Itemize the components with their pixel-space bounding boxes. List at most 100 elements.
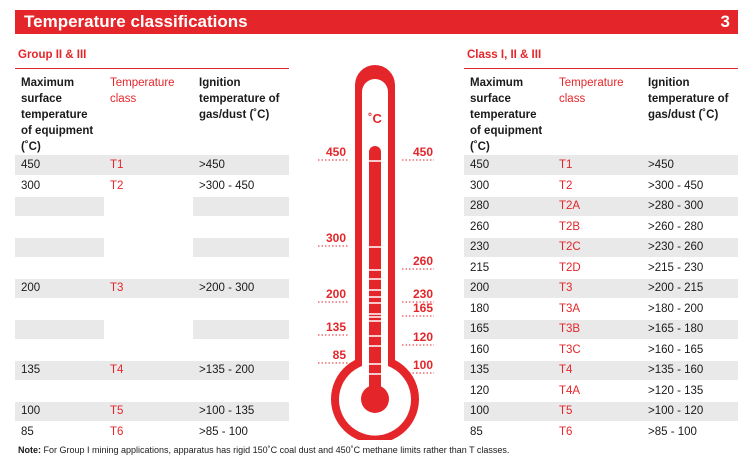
left-temp-class-cell: T6 [104,421,193,443]
left-temp-class-cell [104,257,193,279]
left-temp-class-cell: T5 [104,401,193,422]
left-max-temp-cell [15,319,104,340]
left-temp-class-cell: T1 [104,155,193,176]
right-temp-class-cell: T2B [553,216,642,238]
right-table-row: 100 T5 >100 - 120 [464,401,738,422]
left-ignition-cell [193,298,289,320]
thermometer-right-label: 450 [413,145,433,159]
left-temp-class-cell: T2 [104,175,193,197]
right-table-row: 180 T3A >180 - 200 [464,298,738,320]
right-ignition-cell: >135 - 160 [642,360,738,381]
left-max-temp-cell [15,298,104,320]
left-temp-class-cell: T4 [104,360,193,381]
right-ignition-cell: >450 [642,155,738,176]
left-header-row: Maximum surface temperature of equipment… [15,69,289,155]
thermometer-right-label: 120 [413,330,433,344]
right-ignition-cell: >100 - 120 [642,401,738,422]
left-temp-class-cell [104,339,193,361]
left-table-row [15,319,289,340]
left-table-row: 135 T4 >135 - 200 [15,360,289,381]
right-table-row: 280 T2A >280 - 300 [464,196,738,217]
right-table-row: 300 T2 >300 - 450 [464,175,738,197]
left-max-temp-cell [15,380,104,402]
right-ignition-cell: >180 - 200 [642,298,738,320]
right-max-temp-cell: 120 [464,380,553,402]
right-temp-class-cell: T3 [553,278,642,299]
left-table-row [15,237,289,258]
right-ignition-cell: >120 - 135 [642,380,738,402]
footnote-text: For Group I mining applications, apparat… [41,445,510,455]
right-table-row: 135 T4 >135 - 160 [464,360,738,381]
right-ignition-cell: >200 - 215 [642,278,738,299]
right-table-row: 85 T6 >85 - 100 [464,421,738,443]
left-table-row: 450 T1 >450 [15,155,289,176]
right-header-max-temp: Maximum surface temperature of equipment… [470,77,543,153]
left-max-temp-cell [15,196,104,217]
left-max-temp-cell: 450 [15,155,104,176]
right-max-temp-cell: 230 [464,237,553,258]
right-table-row: 160 T3C >160 - 165 [464,339,738,361]
right-ignition-cell: >280 - 300 [642,196,738,217]
thermometer-right-label: 165 [413,301,433,315]
right-ignition-cell: >300 - 450 [642,175,738,197]
page-title: Temperature classifications [24,12,248,31]
thermometer-left-label: 200 [326,287,346,301]
left-table-row: 85 T6 >85 - 100 [15,421,289,443]
thermometer-bulb [361,385,389,413]
left-ignition-cell: >85 - 100 [193,421,289,443]
right-table-row: 200 T3 >200 - 215 [464,278,738,299]
right-temp-class-cell: T2 [553,175,642,197]
left-table-title: Group II & III [18,49,87,61]
right-temp-class-cell: T2C [553,237,642,258]
left-ignition-cell [193,216,289,238]
right-max-temp-cell: 100 [464,401,553,422]
right-header-row: Maximum surface temperature of equipment… [464,69,738,155]
left-max-temp-cell: 100 [15,401,104,422]
footnote-label: Note: [18,445,41,455]
thermometer-right-label: 100 [413,358,433,372]
left-table-row [15,380,289,402]
left-ignition-cell: >300 - 450 [193,175,289,197]
left-max-temp-cell: 135 [15,360,104,381]
thermometer-left-label: 450 [326,145,346,159]
left-ignition-cell: >450 [193,155,289,176]
right-table-row: 165 T3B >165 - 180 [464,319,738,340]
right-temp-class-cell: T4A [553,380,642,402]
left-ignition-cell [193,319,289,340]
left-table-row: 300 T2 >300 - 450 [15,175,289,197]
thermometer-mercury-column [369,146,381,396]
right-temp-class-cell: T2A [553,196,642,217]
right-table-row: 120 T4A >120 - 135 [464,380,738,402]
left-table-row [15,298,289,320]
right-temp-class-cell: T3A [553,298,642,320]
right-table-row: 230 T2C >230 - 260 [464,237,738,258]
right-ignition-cell: >160 - 165 [642,339,738,361]
thermometer-left-label: 300 [326,231,346,245]
left-temp-class-cell [104,319,193,340]
right-ignition-cell: >230 - 260 [642,237,738,258]
left-max-temp-cell: 200 [15,278,104,299]
right-max-temp-cell: 300 [464,175,553,197]
right-ignition-cell: >85 - 100 [642,421,738,443]
right-temp-class-cell: T1 [553,155,642,176]
right-max-temp-cell: 135 [464,360,553,381]
left-ignition-cell: >100 - 135 [193,401,289,422]
left-temp-class-cell [104,298,193,320]
right-max-temp-cell: 180 [464,298,553,320]
left-table-row: 200 T3 >200 - 300 [15,278,289,299]
left-title-rule [15,68,289,69]
right-max-temp-cell: 215 [464,257,553,279]
right-ignition-cell: >260 - 280 [642,216,738,238]
right-temp-class-cell: T5 [553,401,642,422]
page-number: 3 [720,12,730,31]
left-max-temp-cell [15,339,104,361]
left-table-row [15,257,289,279]
right-title-rule [464,68,738,69]
right-max-temp-cell: 85 [464,421,553,443]
right-header-ignition-temp: Ignition temperature of gas/dust (˚C) [648,77,729,121]
header-bar: Temperature classifications 3 [15,10,738,34]
left-ignition-cell [193,257,289,279]
right-header-temp-class: Temperature class [559,77,624,105]
left-classification-table: Maximum surface temperature of equipment… [15,69,289,443]
